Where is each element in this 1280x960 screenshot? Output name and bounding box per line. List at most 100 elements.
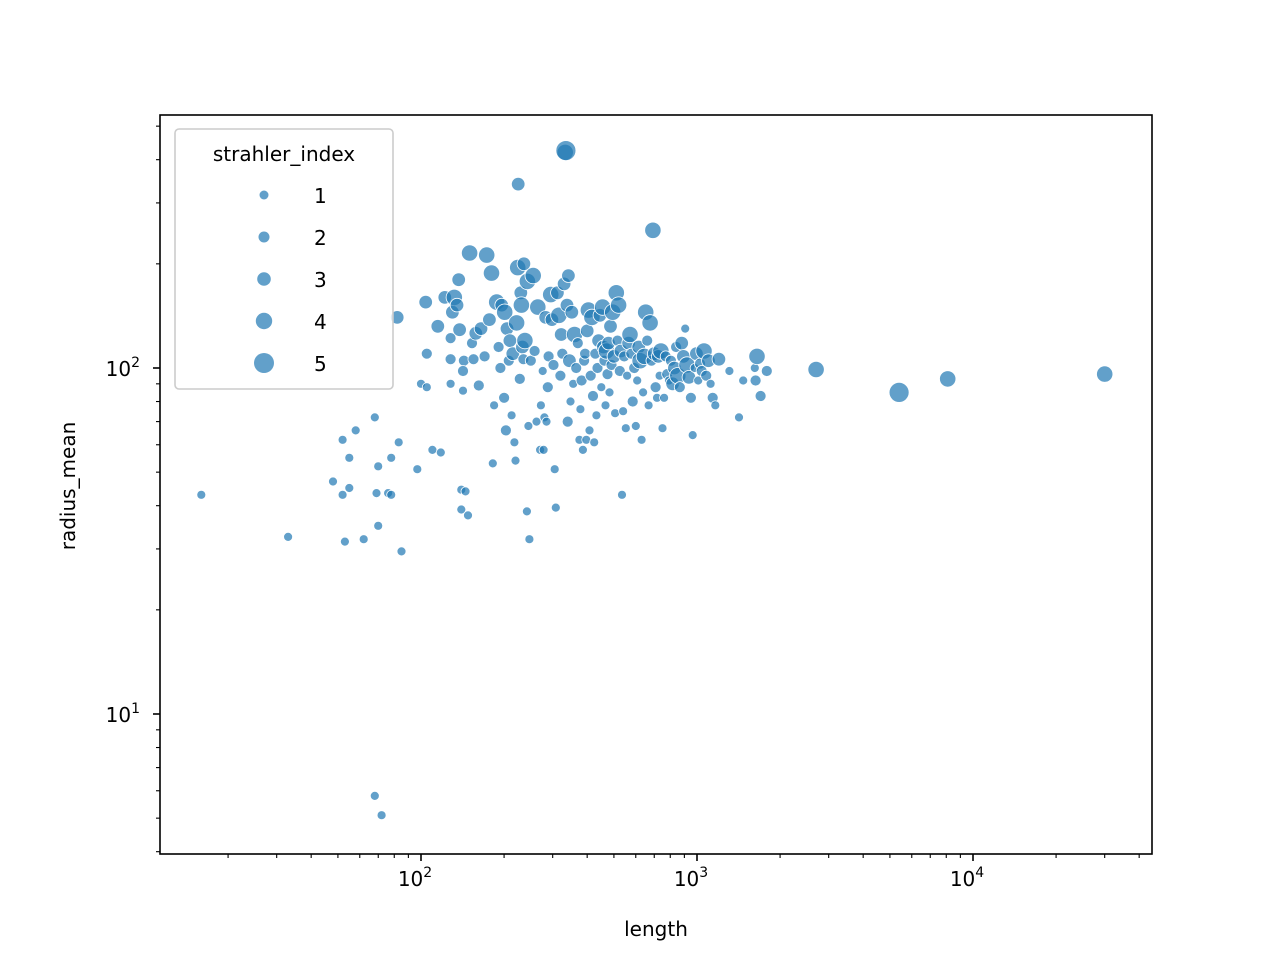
data-point [604, 387, 615, 398]
data-point [427, 444, 438, 455]
data-point [418, 294, 433, 310]
data-point [561, 268, 576, 283]
data-point [393, 437, 404, 448]
data-point [449, 297, 465, 313]
data-point [603, 319, 618, 334]
data-point [570, 362, 583, 374]
data-point [492, 341, 505, 353]
y-axis-label: radius_mean [56, 422, 80, 551]
data-point [754, 390, 767, 402]
data-point [328, 476, 338, 487]
data-point [632, 375, 643, 386]
data-point [657, 423, 668, 434]
legend-item: 3 [257, 268, 327, 292]
data-point [524, 266, 542, 285]
data-point [516, 256, 532, 272]
data-point [412, 464, 423, 475]
data-point [373, 461, 384, 472]
data-point [700, 369, 713, 382]
data-point [538, 444, 549, 455]
data-point [452, 322, 467, 337]
data-point [421, 382, 432, 393]
data-point [541, 381, 554, 394]
data-point [584, 369, 597, 382]
data-point [337, 489, 348, 500]
data-point [641, 314, 659, 332]
data-point [680, 323, 691, 334]
data-point [649, 381, 662, 394]
data-point [687, 430, 698, 441]
legend-label: 2 [314, 226, 327, 250]
data-point [512, 296, 531, 314]
data-point [609, 296, 628, 314]
data-point [445, 378, 456, 389]
data-point [807, 360, 825, 379]
data-point [386, 489, 397, 500]
data-point [705, 378, 716, 389]
data-point [516, 331, 534, 350]
data-point [463, 510, 473, 521]
x-axis-ticks: 102 103 104 [227, 854, 1140, 891]
data-point [456, 504, 467, 515]
legend-marker-icon [255, 312, 273, 330]
y-tick-label: 101 [106, 701, 140, 727]
data-point [617, 489, 627, 500]
y-tick-label: 102 [106, 355, 140, 381]
data-point [738, 375, 749, 386]
data-point [339, 536, 350, 547]
data-point [561, 415, 574, 428]
data-point [489, 400, 500, 411]
data-point [760, 365, 773, 377]
data-point [478, 246, 496, 264]
legend-box [174, 128, 394, 390]
data-point [478, 350, 491, 363]
data-point [420, 347, 433, 360]
legend-marker-icon [254, 353, 274, 373]
data-point [386, 452, 397, 463]
data-point [734, 412, 744, 423]
data-point [482, 312, 497, 327]
legend-marker-icon [259, 190, 269, 200]
data-point [748, 347, 766, 365]
data-point [550, 502, 561, 513]
data-point [499, 424, 512, 437]
legend: strahler_index 1 2 3 4 5 [174, 128, 394, 390]
data-point [482, 264, 501, 282]
data-point [636, 434, 647, 445]
data-point [674, 335, 689, 351]
x-axis-label: length [624, 917, 688, 941]
data-point [673, 381, 686, 394]
data-point [460, 244, 479, 262]
data-point [457, 365, 469, 377]
legend-item: 4 [255, 310, 327, 334]
data-point [578, 444, 588, 455]
data-point [596, 382, 607, 393]
data-point [685, 391, 697, 404]
data-point [724, 366, 735, 376]
data-point [711, 352, 727, 367]
data-point [467, 353, 480, 366]
data-point [283, 532, 294, 542]
data-point [396, 546, 407, 557]
data-point [591, 410, 602, 421]
data-point [1096, 365, 1114, 383]
data-point [643, 400, 654, 411]
data-point [620, 423, 631, 434]
data-point [621, 325, 639, 344]
data-point [591, 362, 604, 374]
data-point [524, 534, 535, 545]
data-point [554, 369, 567, 382]
data-point [613, 365, 626, 377]
data-point [373, 520, 384, 531]
data-point [435, 447, 446, 458]
data-point [371, 488, 382, 499]
data-point [511, 176, 526, 192]
data-point [587, 390, 599, 402]
data-point [523, 421, 534, 431]
data-point [529, 298, 547, 316]
data-point [358, 534, 369, 545]
data-point [564, 305, 580, 320]
data-point [626, 395, 639, 408]
data-point [610, 408, 620, 419]
